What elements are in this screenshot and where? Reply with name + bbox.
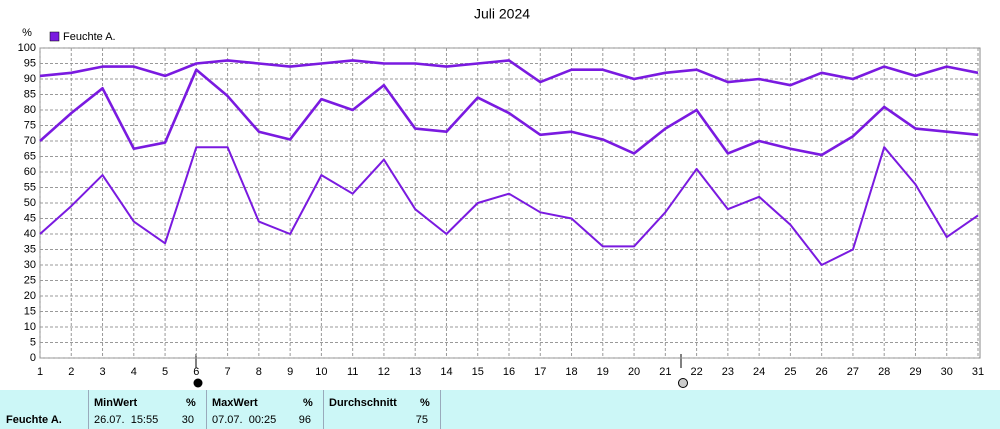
- y-tick-label: 100: [18, 42, 36, 54]
- y-tick-label: 80: [24, 104, 36, 116]
- x-tick-label: 13: [409, 366, 421, 378]
- column-header: MinWert: [94, 397, 138, 409]
- x-tick-label: 22: [690, 366, 702, 378]
- column-unit: %: [303, 397, 313, 409]
- column-time: 26.07. 15:55: [94, 414, 159, 426]
- x-tick-label: 1: [37, 366, 43, 378]
- x-tick-label: 14: [440, 366, 452, 378]
- y-tick-label: 65: [24, 150, 36, 162]
- series-line: [39, 59, 979, 87]
- y-tick-label: 35: [24, 243, 36, 255]
- x-tick-label: 6: [193, 366, 199, 378]
- column-value: 75: [415, 414, 428, 426]
- x-tick-label: 24: [753, 366, 765, 378]
- x-tick-label: 18: [565, 366, 577, 378]
- y-tick-label: 45: [24, 212, 36, 224]
- y-axis-label: %: [22, 27, 32, 39]
- y-tick-label: 10: [24, 321, 36, 333]
- y-tick-label: 5: [30, 336, 36, 348]
- y-tick-label: 55: [24, 181, 36, 193]
- y-tick-label: 70: [24, 135, 36, 147]
- column-separator: [88, 390, 207, 429]
- y-tick-label: 25: [24, 274, 36, 286]
- y-tick-label: 60: [24, 166, 36, 178]
- y-tick-label: 85: [24, 88, 36, 100]
- x-tick-label: 9: [287, 366, 293, 378]
- x-tick-label: 8: [256, 366, 262, 378]
- x-tick-label: 5: [162, 366, 168, 378]
- x-tick-label: 10: [315, 366, 327, 378]
- x-tick-label: 27: [847, 366, 859, 378]
- x-tick-label: 3: [99, 366, 105, 378]
- x-tick-label: 11: [347, 366, 358, 378]
- x-tick-label: 26: [816, 366, 828, 378]
- x-tick-label: 28: [878, 366, 890, 378]
- chart-title: Juli 2024: [474, 6, 530, 22]
- x-tick-label: 31: [972, 366, 984, 378]
- column-separator: [206, 390, 324, 429]
- x-tick-label: 25: [784, 366, 796, 378]
- column-separator: [440, 390, 441, 429]
- column-unit: %: [186, 397, 196, 409]
- y-tick-label: 15: [24, 305, 36, 317]
- column-header: Durchschnitt: [329, 397, 397, 409]
- legend-swatch: [49, 31, 60, 42]
- x-tick-label: 30: [941, 366, 953, 378]
- y-tick-label: 0: [30, 352, 36, 364]
- stats-table: Feuchte A. MinWert% 26.07. 15:55 30 MaxWert…: [0, 390, 1000, 429]
- y-tick-label: 20: [24, 290, 36, 302]
- y-tick-label: 50: [24, 197, 36, 209]
- x-tick-label: 23: [722, 366, 734, 378]
- row-label: Feuchte A.: [6, 414, 62, 426]
- column-separator: [323, 390, 441, 429]
- y-tick-label: 40: [24, 228, 36, 240]
- chart: Juli 2024 % Feuchte A. 05101520253035404…: [18, 6, 984, 388]
- x-tick-label: 21: [659, 366, 671, 378]
- marker: [678, 378, 688, 388]
- column-header: MaxWert: [212, 397, 258, 409]
- marker: [193, 378, 203, 388]
- x-tick-label: 4: [131, 366, 137, 378]
- legend-label: Feuchte A.: [63, 31, 116, 43]
- x-tick-label: 15: [472, 366, 484, 378]
- column-time: 07.07. 00:25: [212, 414, 277, 426]
- y-tick-label: 90: [24, 73, 36, 85]
- x-tick-label: 2: [68, 366, 74, 378]
- column-value: 96: [298, 414, 311, 426]
- series-line: [39, 146, 979, 266]
- y-tick-label: 75: [24, 119, 36, 131]
- x-tick-label: 19: [597, 366, 609, 378]
- x-tick-label: 29: [909, 366, 921, 378]
- x-tick-label: 17: [534, 366, 546, 378]
- series-line: [39, 68, 979, 157]
- x-tick-label: 16: [503, 366, 515, 378]
- y-tick-label: 95: [24, 57, 36, 69]
- x-tick-label: 7: [225, 366, 231, 378]
- column-value: 30: [181, 414, 194, 426]
- x-tick-label: 12: [378, 366, 390, 378]
- x-tick-label: 20: [628, 366, 640, 378]
- y-tick-label: 30: [24, 259, 36, 271]
- column-unit: %: [420, 397, 430, 409]
